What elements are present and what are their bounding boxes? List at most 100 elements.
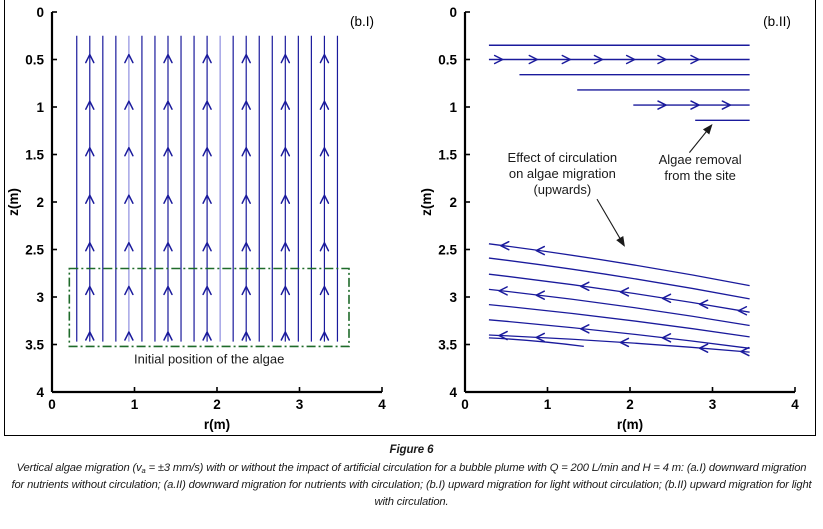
b1-streamline-arrow [124, 194, 134, 204]
b2-top-streamline-arrow [721, 100, 732, 110]
b2-top-streamline-arrow [561, 54, 572, 65]
b2-top-streamline-arrow [493, 54, 504, 65]
b1-streamline-arrow [280, 194, 291, 204]
b2-top-streamline-arrow [657, 54, 667, 65]
b2-annotation-arrowhead [616, 235, 625, 247]
b2-annotation-line: on algae migration [509, 166, 616, 181]
b2-y-tick-label: 1 [449, 100, 457, 115]
b2-migration-streamline-arrow [740, 346, 750, 357]
b2-y-axis-label: z(m) [420, 188, 434, 216]
b2-migration-streamline-arrow [535, 245, 545, 256]
b1-streamline-arrow [280, 331, 291, 341]
b2-annotation-leader-line [596, 198, 625, 246]
b1-streamline-arrow [319, 194, 330, 204]
b1-x-tick-label: 0 [48, 397, 56, 412]
b1-streamline-arrow [163, 146, 173, 157]
b2-y-tick-label: 2.5 [438, 243, 457, 258]
b2-migration-streamline [488, 273, 750, 313]
b2-annotation-line: Effect of circulation [508, 150, 618, 165]
b1-x-tick-label: 4 [378, 397, 386, 412]
b1-streamline-arrow [124, 53, 134, 64]
b1-algae-box [68, 267, 350, 348]
b1-streamline-arrow [241, 146, 251, 157]
b1-streamline-arrow [124, 100, 134, 110]
b2-top-streamline-arrow [593, 54, 604, 65]
b2-migration-streamline-arrow [580, 324, 590, 334]
b1-y-axis-label: z(m) [6, 188, 21, 216]
b2-migration-streamline [488, 319, 750, 349]
b2-migration-streamline [488, 334, 750, 353]
panel-b1-svg: 00.511.522.533.540 1 2 3 4r(m)z(m)Initial po… [6, 5, 386, 432]
b1-streamline-arrow [85, 331, 95, 341]
caption-part-1: Vertical algae migration (v [16, 462, 142, 474]
b1-streamline-arrow [319, 331, 330, 341]
b1-streamline-arrow [85, 241, 95, 252]
b2-migration-streamline-arrow [661, 293, 672, 304]
b1-streamline-arrow [85, 100, 95, 110]
b1-streamline-arrow [163, 100, 173, 110]
b2-x-tick-label: 2 [626, 397, 634, 412]
b1-x-tick-label: 1 [131, 397, 139, 412]
b2-migration-streamline [488, 243, 750, 287]
b1-streamline-arrow [202, 241, 212, 252]
b2-y-tick-label: 0.5 [438, 53, 457, 68]
b1-streamline-arrow [202, 331, 212, 341]
b1-y-tick-label: 2 [36, 195, 44, 210]
figure-frame-border [4, 0, 816, 436]
b2-annotation-line: from the site [664, 168, 736, 183]
b2-y-tick-label: 3.5 [438, 338, 457, 353]
b1-streamline-arrow [202, 194, 212, 204]
b1-streamline-arrow [85, 194, 95, 204]
b1-streamline-arrow [280, 241, 291, 252]
figure-caption-text: Vertical algae migration (va = ±3 mm/s) … [12, 460, 812, 510]
b1-streamline-arrow [85, 285, 95, 296]
b1-y-tick-label: 4 [36, 385, 44, 400]
figure-caption: Figure 6 Vertical algae migration (va = … [0, 437, 823, 510]
caption-subscript: a [141, 466, 146, 475]
b1-streamline-arrow [124, 331, 134, 341]
b2-y-tick-label: 2 [449, 195, 457, 210]
b1-x-tick-label: 2 [213, 397, 221, 412]
b1-x-tick-label: 3 [296, 397, 304, 412]
caption-part-2: = ±3 mm/s) with or without the impact of… [11, 462, 812, 508]
b2-top-streamline-arrow [625, 54, 636, 65]
b1-x-axis-label: r(m) [204, 417, 230, 432]
b2-x-axis-label: r(m) [617, 417, 643, 432]
b2-migration-streamline-arrow [535, 290, 545, 300]
b2-top-streamline-arrow [690, 100, 700, 110]
b1-streamline-arrow [202, 100, 212, 110]
b2-migration-streamline-arrow [619, 287, 630, 297]
b1-y-tick-label: 1 [36, 100, 44, 115]
panel-b2: 0 0.5 1 1.5 2 2.5 3 3.5 4 0 1 2 3 4 r(m) z(m) Effect of … [420, 0, 823, 436]
b1-streamline-arrow [319, 100, 330, 110]
b1-streamline-arrow [202, 285, 212, 296]
b1-streamline-arrow [85, 146, 95, 157]
b1-streamline-arrow [163, 241, 173, 252]
b2-y-tick-label: 1.5 [438, 148, 457, 163]
b2-annotation-arrowhead [702, 124, 713, 135]
b1-streamline-arrow [124, 285, 134, 296]
b1-y-tick-label: 3.5 [25, 338, 44, 353]
b1-streamline-arrow [241, 53, 251, 64]
b1-streamline-arrow [241, 100, 251, 110]
b1-y-tick-label: 0 [36, 5, 44, 20]
b1-streamline-arrow [163, 285, 173, 296]
b1-streamline-arrow [280, 285, 291, 296]
b1-y-tick-label: 1.5 [25, 148, 44, 163]
panel-b2-svg: 00.511.522.533.540 1 2 3 4r(m)z(m)Effect of … [420, 5, 799, 432]
b1-streamline-arrow [319, 241, 330, 252]
b1-streamline-arrow [124, 146, 134, 157]
b1-streamline-arrow [241, 285, 251, 296]
b1-streamline-arrow [163, 331, 173, 341]
b2-y-tick-label: 0 [449, 5, 457, 20]
b1-streamline-arrow [280, 53, 291, 64]
b2-top-streamline-arrow [690, 54, 700, 65]
b2-migration-streamline-arrow [698, 343, 709, 353]
b2-x-tick-label: 4 [791, 397, 799, 412]
b1-streamline-arrow [163, 194, 173, 204]
b1-streamline-arrow [241, 194, 251, 204]
b1-streamline-arrow [202, 146, 212, 157]
b2-annotation-line: (upwards) [533, 182, 591, 197]
b1-streamline-arrow [202, 53, 212, 64]
